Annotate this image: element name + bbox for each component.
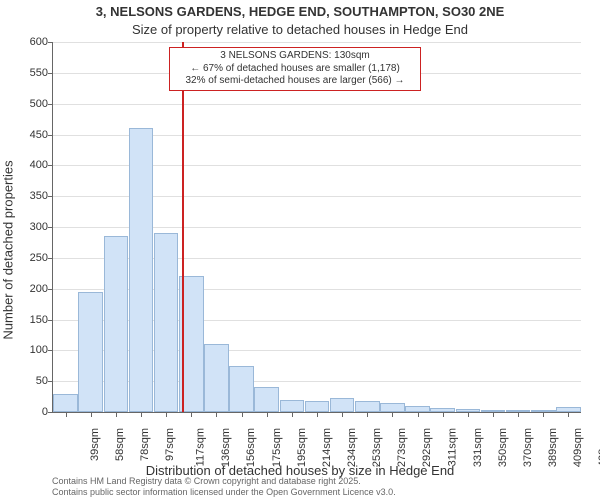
annotation-line: ← 67% of detached houses are smaller (1,… <box>174 63 416 76</box>
x-tick-label: 156sqm <box>246 428 258 467</box>
x-tick <box>418 412 419 417</box>
attribution-line2: Contains public sector information licen… <box>52 487 396 498</box>
annotation-line: 32% of semi-detached houses are larger (… <box>174 75 416 88</box>
x-tick-label: 253sqm <box>371 428 383 467</box>
x-tick-label: 311sqm <box>446 428 458 466</box>
y-tick <box>48 289 53 290</box>
histogram-chart: 3, NELSONS GARDENS, HEDGE END, SOUTHAMPT… <box>0 0 600 500</box>
x-tick-label: 331sqm <box>472 428 484 467</box>
y-tick <box>48 165 53 166</box>
x-tick-label: 97sqm <box>164 428 176 461</box>
x-tick <box>317 412 318 417</box>
reference-line <box>182 42 184 412</box>
y-tick <box>48 135 53 136</box>
y-tick <box>48 258 53 259</box>
y-tick <box>48 227 53 228</box>
x-tick-label: 350sqm <box>497 428 509 467</box>
x-tick <box>518 412 519 417</box>
y-tick-label: 500 <box>8 98 48 110</box>
gridline <box>53 104 581 105</box>
x-tick-label: 370sqm <box>522 428 534 467</box>
x-tick <box>91 412 92 417</box>
x-tick <box>443 412 444 417</box>
x-tick-label: 389sqm <box>547 428 559 467</box>
x-tick <box>242 412 243 417</box>
y-tick <box>48 412 53 413</box>
histogram-bar <box>204 344 229 412</box>
x-tick <box>166 412 167 417</box>
histogram-bar <box>355 401 380 412</box>
y-tick <box>48 196 53 197</box>
histogram-bar <box>330 398 355 412</box>
y-tick-label: 100 <box>8 344 48 356</box>
x-tick <box>342 412 343 417</box>
x-tick-label: 292sqm <box>422 428 434 467</box>
x-tick-label: 234sqm <box>346 428 358 467</box>
x-tick <box>141 412 142 417</box>
x-tick <box>66 412 67 417</box>
x-tick-label: 214sqm <box>321 428 333 467</box>
x-tick <box>568 412 569 417</box>
y-tick-label: 250 <box>8 252 48 264</box>
x-tick-label: 39sqm <box>89 428 101 461</box>
histogram-bar <box>254 387 279 412</box>
y-tick-label: 550 <box>8 67 48 79</box>
gridline <box>53 42 581 43</box>
x-tick-label: 175sqm <box>271 428 283 467</box>
annotation-box: 3 NELSONS GARDENS: 130sqm← 67% of detach… <box>169 47 421 91</box>
x-tick-label: 409sqm <box>572 428 584 467</box>
x-tick-label: 78sqm <box>139 428 151 461</box>
x-tick-label: 273sqm <box>396 428 408 467</box>
histogram-bar <box>154 233 179 412</box>
x-tick <box>267 412 268 417</box>
histogram-bar <box>305 401 330 412</box>
histogram-bar <box>53 394 78 413</box>
plot-area: 3 NELSONS GARDENS: 130sqm← 67% of detach… <box>52 42 581 413</box>
y-tick-label: 50 <box>8 375 48 387</box>
y-tick-label: 450 <box>8 129 48 141</box>
y-tick-label: 350 <box>8 190 48 202</box>
y-tick-label: 300 <box>8 221 48 233</box>
y-tick <box>48 42 53 43</box>
x-tick <box>292 412 293 417</box>
annotation-line: 3 NELSONS GARDENS: 130sqm <box>174 50 416 63</box>
x-tick <box>191 412 192 417</box>
y-tick <box>48 350 53 351</box>
x-tick <box>116 412 117 417</box>
y-tick <box>48 104 53 105</box>
y-tick-label: 400 <box>8 159 48 171</box>
x-tick-label: 117sqm <box>194 428 206 466</box>
histogram-bar <box>104 236 129 412</box>
x-tick <box>543 412 544 417</box>
attribution-text: Contains HM Land Registry data © Crown c… <box>52 476 396 498</box>
histogram-bar <box>380 403 405 412</box>
y-tick <box>48 73 53 74</box>
histogram-bar <box>129 128 154 412</box>
x-tick <box>468 412 469 417</box>
chart-title-sub: Size of property relative to detached ho… <box>0 22 600 37</box>
y-tick <box>48 381 53 382</box>
x-tick <box>216 412 217 417</box>
histogram-bar <box>78 292 103 412</box>
y-tick-label: 200 <box>8 283 48 295</box>
x-tick-label: 58sqm <box>114 428 126 461</box>
y-tick-label: 150 <box>8 314 48 326</box>
histogram-bar <box>280 400 305 412</box>
x-tick <box>367 412 368 417</box>
y-tick-label: 0 <box>8 406 48 418</box>
x-tick-label: 136sqm <box>220 428 232 467</box>
chart-title-main: 3, NELSONS GARDENS, HEDGE END, SOUTHAMPT… <box>0 4 600 19</box>
x-tick <box>493 412 494 417</box>
x-tick <box>392 412 393 417</box>
x-tick-label: 195sqm <box>296 428 308 467</box>
histogram-bar <box>229 366 254 412</box>
y-tick <box>48 320 53 321</box>
y-tick-label: 600 <box>8 36 48 48</box>
attribution-line1: Contains HM Land Registry data © Crown c… <box>52 476 396 487</box>
